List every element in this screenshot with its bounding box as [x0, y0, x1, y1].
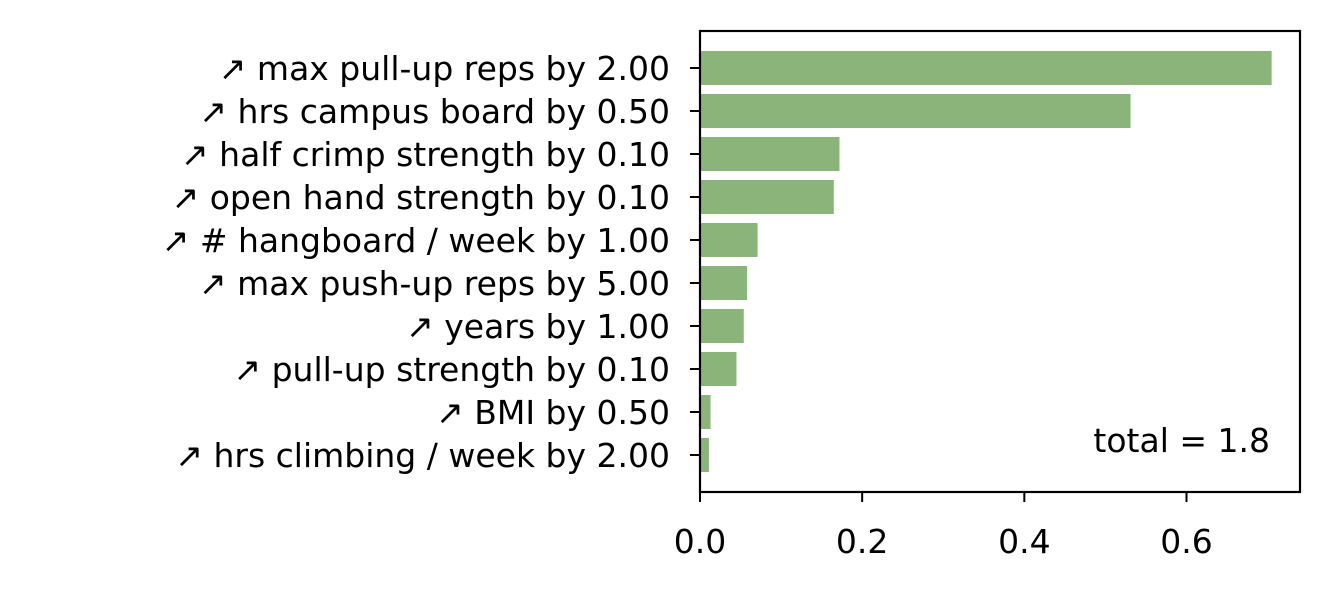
- plot-frame: [698, 29, 1302, 494]
- bar-6: [701, 309, 744, 343]
- bar-7: [701, 352, 737, 386]
- bar-5: [701, 266, 748, 300]
- x-tick-label-2: 0.4: [998, 522, 1050, 561]
- y-tick-label-9: ↗ hrs climbing / week by 2.00: [175, 436, 670, 475]
- y-tick-label-2: ↗ half crimp strength by 0.10: [181, 135, 670, 174]
- y-tick-label-5: ↗ max push-up reps by 5.00: [199, 264, 670, 303]
- x-tick-label-0: 0.0: [674, 522, 726, 561]
- x-tick-label-1: 0.2: [836, 522, 888, 561]
- y-tick-labels-group: ↗ max pull-up reps by 2.00 ↗ hrs campus b…: [162, 49, 700, 475]
- x-ticks-group: 0.0 0.2 0.4 0.6: [674, 492, 1213, 561]
- bar-3: [701, 180, 834, 214]
- y-tick-label-7: ↗ pull-up strength by 0.10: [233, 350, 670, 389]
- y-tick-label-4: ↗ # hangboard / week by 1.00: [162, 221, 670, 260]
- bar-4: [701, 223, 758, 257]
- bars-group: [701, 51, 1272, 472]
- bar-8: [701, 395, 711, 429]
- bar-9: [701, 438, 709, 472]
- bar-0: [701, 51, 1272, 85]
- y-tick-label-1: ↗ hrs campus board by 0.50: [199, 92, 670, 131]
- bar-1: [701, 94, 1131, 128]
- total-annotation: total = 1.8: [1093, 421, 1270, 460]
- bar-2: [701, 137, 840, 171]
- x-tick-label-3: 0.6: [1160, 522, 1212, 561]
- y-tick-label-3: ↗ open hand strength by 0.10: [172, 178, 670, 217]
- y-tick-label-8: ↗ BMI by 0.50: [436, 393, 670, 432]
- y-tick-label-6: ↗ years by 1.00: [406, 307, 670, 346]
- y-tick-label-0: ↗ max pull-up reps by 2.00: [219, 49, 670, 88]
